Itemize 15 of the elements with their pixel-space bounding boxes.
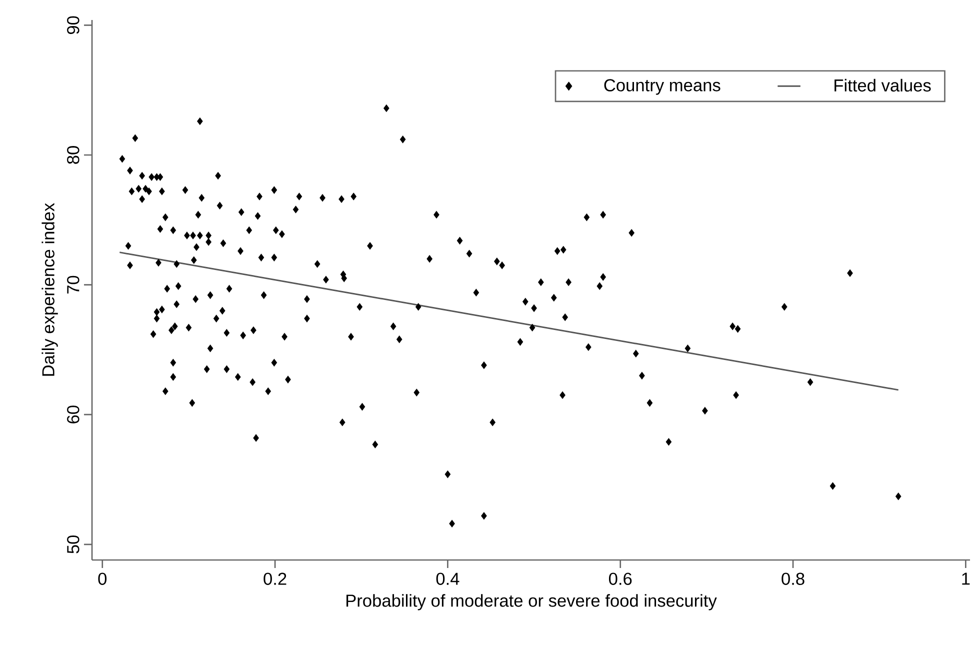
y-tick-label: 90 bbox=[67, 16, 80, 34]
y-tick-label: 60 bbox=[67, 406, 80, 424]
x-tick-label: 1 bbox=[962, 572, 970, 585]
y-tick-label: 70 bbox=[67, 276, 80, 294]
y-tick-label: 50 bbox=[67, 535, 80, 554]
legend-label: Country means bbox=[604, 79, 720, 95]
y-axis-title: Daily experience index bbox=[42, 203, 58, 376]
x-tick-label: 0.8 bbox=[782, 572, 804, 585]
x-tick-label: 0.6 bbox=[608, 572, 632, 585]
x-axis-title: Probability of moderate or severe food insecurity bbox=[346, 594, 717, 610]
x-tick-label: 0.4 bbox=[436, 572, 460, 585]
legend-label: Fitted values bbox=[834, 78, 931, 92]
y-tick-label: 80 bbox=[67, 146, 80, 164]
x-tick-label: 0 bbox=[98, 572, 107, 585]
x-tick-label: 0.2 bbox=[264, 572, 286, 585]
